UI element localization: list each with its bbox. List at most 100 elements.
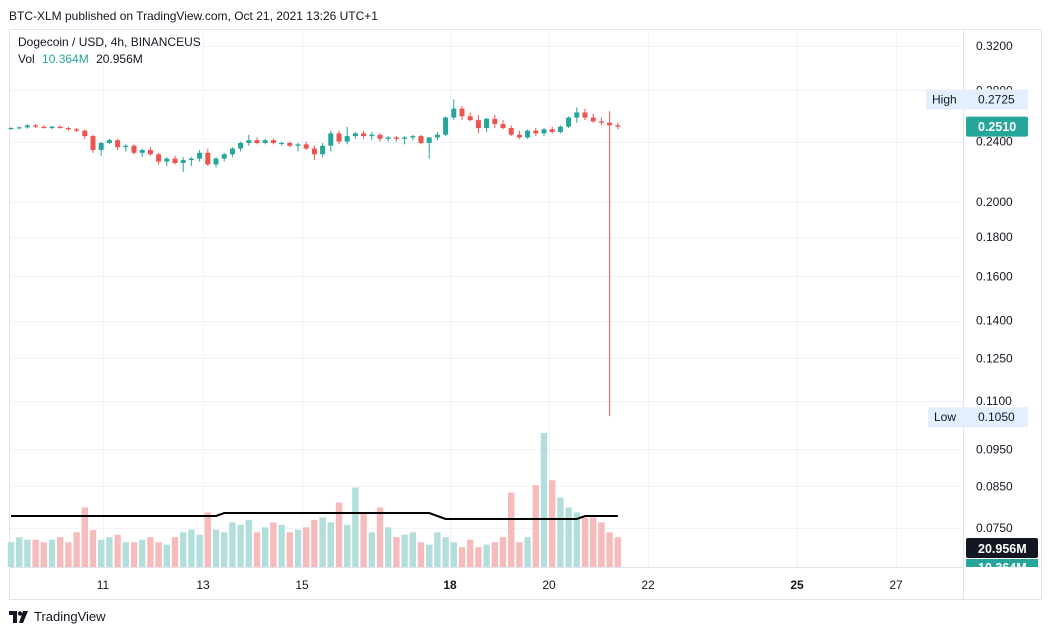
volume-bar	[368, 532, 375, 567]
candle	[295, 142, 301, 152]
grid-lines	[10, 30, 963, 567]
volume-bar	[32, 539, 39, 567]
volume-bar	[89, 529, 97, 567]
candle	[188, 157, 194, 166]
volume-bar	[311, 519, 318, 567]
volume-bar	[65, 542, 72, 567]
candle	[377, 133, 383, 142]
candle-body	[410, 136, 416, 138]
volume-bar	[393, 537, 400, 567]
candle-body	[8, 128, 14, 130]
candle	[41, 125, 47, 129]
last-price-badge	[966, 116, 1028, 137]
candle-body	[98, 142, 104, 150]
candle-body	[361, 133, 367, 137]
candle	[615, 122, 621, 130]
candle-body	[541, 129, 547, 134]
time-tick-label: 15	[295, 578, 309, 592]
candle-body	[33, 125, 39, 127]
volume-bar	[286, 532, 293, 567]
candle-body	[574, 112, 580, 118]
volume-bar	[409, 532, 416, 567]
volume-bar	[524, 537, 531, 567]
volume-bar	[147, 537, 154, 567]
candle	[90, 134, 96, 153]
volume-bar	[81, 507, 88, 567]
chart-frame	[9, 29, 1042, 600]
candle-body	[434, 134, 440, 138]
candle-body	[320, 145, 326, 155]
price-tick-label: 0.1400	[976, 314, 1013, 328]
candle	[328, 130, 334, 152]
candle-body	[582, 112, 588, 118]
candle	[344, 126, 350, 145]
volume-bar	[303, 527, 310, 567]
volume-bar	[434, 532, 441, 567]
candle-body	[164, 158, 170, 162]
candle	[467, 112, 473, 122]
candle-body	[123, 145, 129, 148]
volume-bar	[122, 542, 129, 567]
price-axis: 0.32000.28000.24000.20000.18000.16000.14…	[976, 39, 1013, 535]
volume-bar	[540, 433, 548, 567]
vol-ma-badge	[966, 538, 1038, 558]
candle	[139, 148, 145, 158]
volume-bar	[499, 537, 507, 567]
candle	[164, 157, 170, 166]
candle-body	[475, 120, 481, 129]
volume-bar	[106, 537, 113, 567]
candle	[566, 116, 572, 129]
candle-body	[590, 117, 596, 122]
candle-body	[295, 144, 301, 146]
candle	[156, 152, 162, 165]
candle	[8, 127, 14, 131]
volume-bar	[508, 492, 515, 567]
candle	[336, 130, 342, 145]
candle-body	[492, 118, 498, 125]
candle	[221, 152, 227, 162]
candle	[65, 126, 71, 131]
candle-body	[82, 130, 88, 137]
candle-body	[172, 158, 178, 164]
volume-bar	[163, 544, 170, 567]
volume-bar	[614, 537, 621, 567]
volume-bar	[319, 517, 326, 567]
volume-bar	[48, 539, 56, 567]
volume-bar	[344, 524, 351, 567]
candle	[180, 157, 186, 172]
price-tick-label: 0.0750	[976, 521, 1013, 535]
volume-bar	[532, 485, 539, 567]
volume-bar	[442, 537, 449, 567]
candle-body	[41, 126, 47, 129]
volume-bar	[467, 539, 474, 567]
candle	[131, 144, 137, 155]
price-tick-label: 0.0850	[976, 479, 1013, 493]
tradingview-logo-icon	[9, 610, 29, 623]
candle-body	[188, 158, 194, 161]
tradingview-footer[interactable]: TradingView	[9, 609, 106, 624]
time-tick-label: 25	[790, 578, 804, 592]
candle	[459, 106, 465, 121]
candle	[410, 134, 416, 141]
time-tick-label: 20	[542, 578, 556, 592]
vol-ma-value: 20.956M	[96, 52, 143, 66]
candle	[16, 126, 22, 130]
volume-bar	[16, 537, 23, 567]
volume-bar	[196, 534, 203, 567]
high-label-box	[926, 89, 1028, 110]
candle-body	[303, 144, 309, 149]
candle	[246, 134, 252, 146]
candle	[229, 147, 235, 158]
time-tick-label: 11	[97, 578, 110, 592]
price-tick-label: 0.1250	[976, 351, 1013, 365]
candle-body	[418, 136, 424, 143]
volume-bar	[73, 532, 80, 567]
volume-bar	[573, 512, 580, 567]
low-label-box	[928, 407, 1028, 428]
candle-body	[369, 134, 375, 137]
volume-bar	[598, 522, 605, 567]
volume-bar	[204, 512, 211, 567]
volume-bar	[335, 502, 343, 567]
candle	[607, 111, 613, 417]
